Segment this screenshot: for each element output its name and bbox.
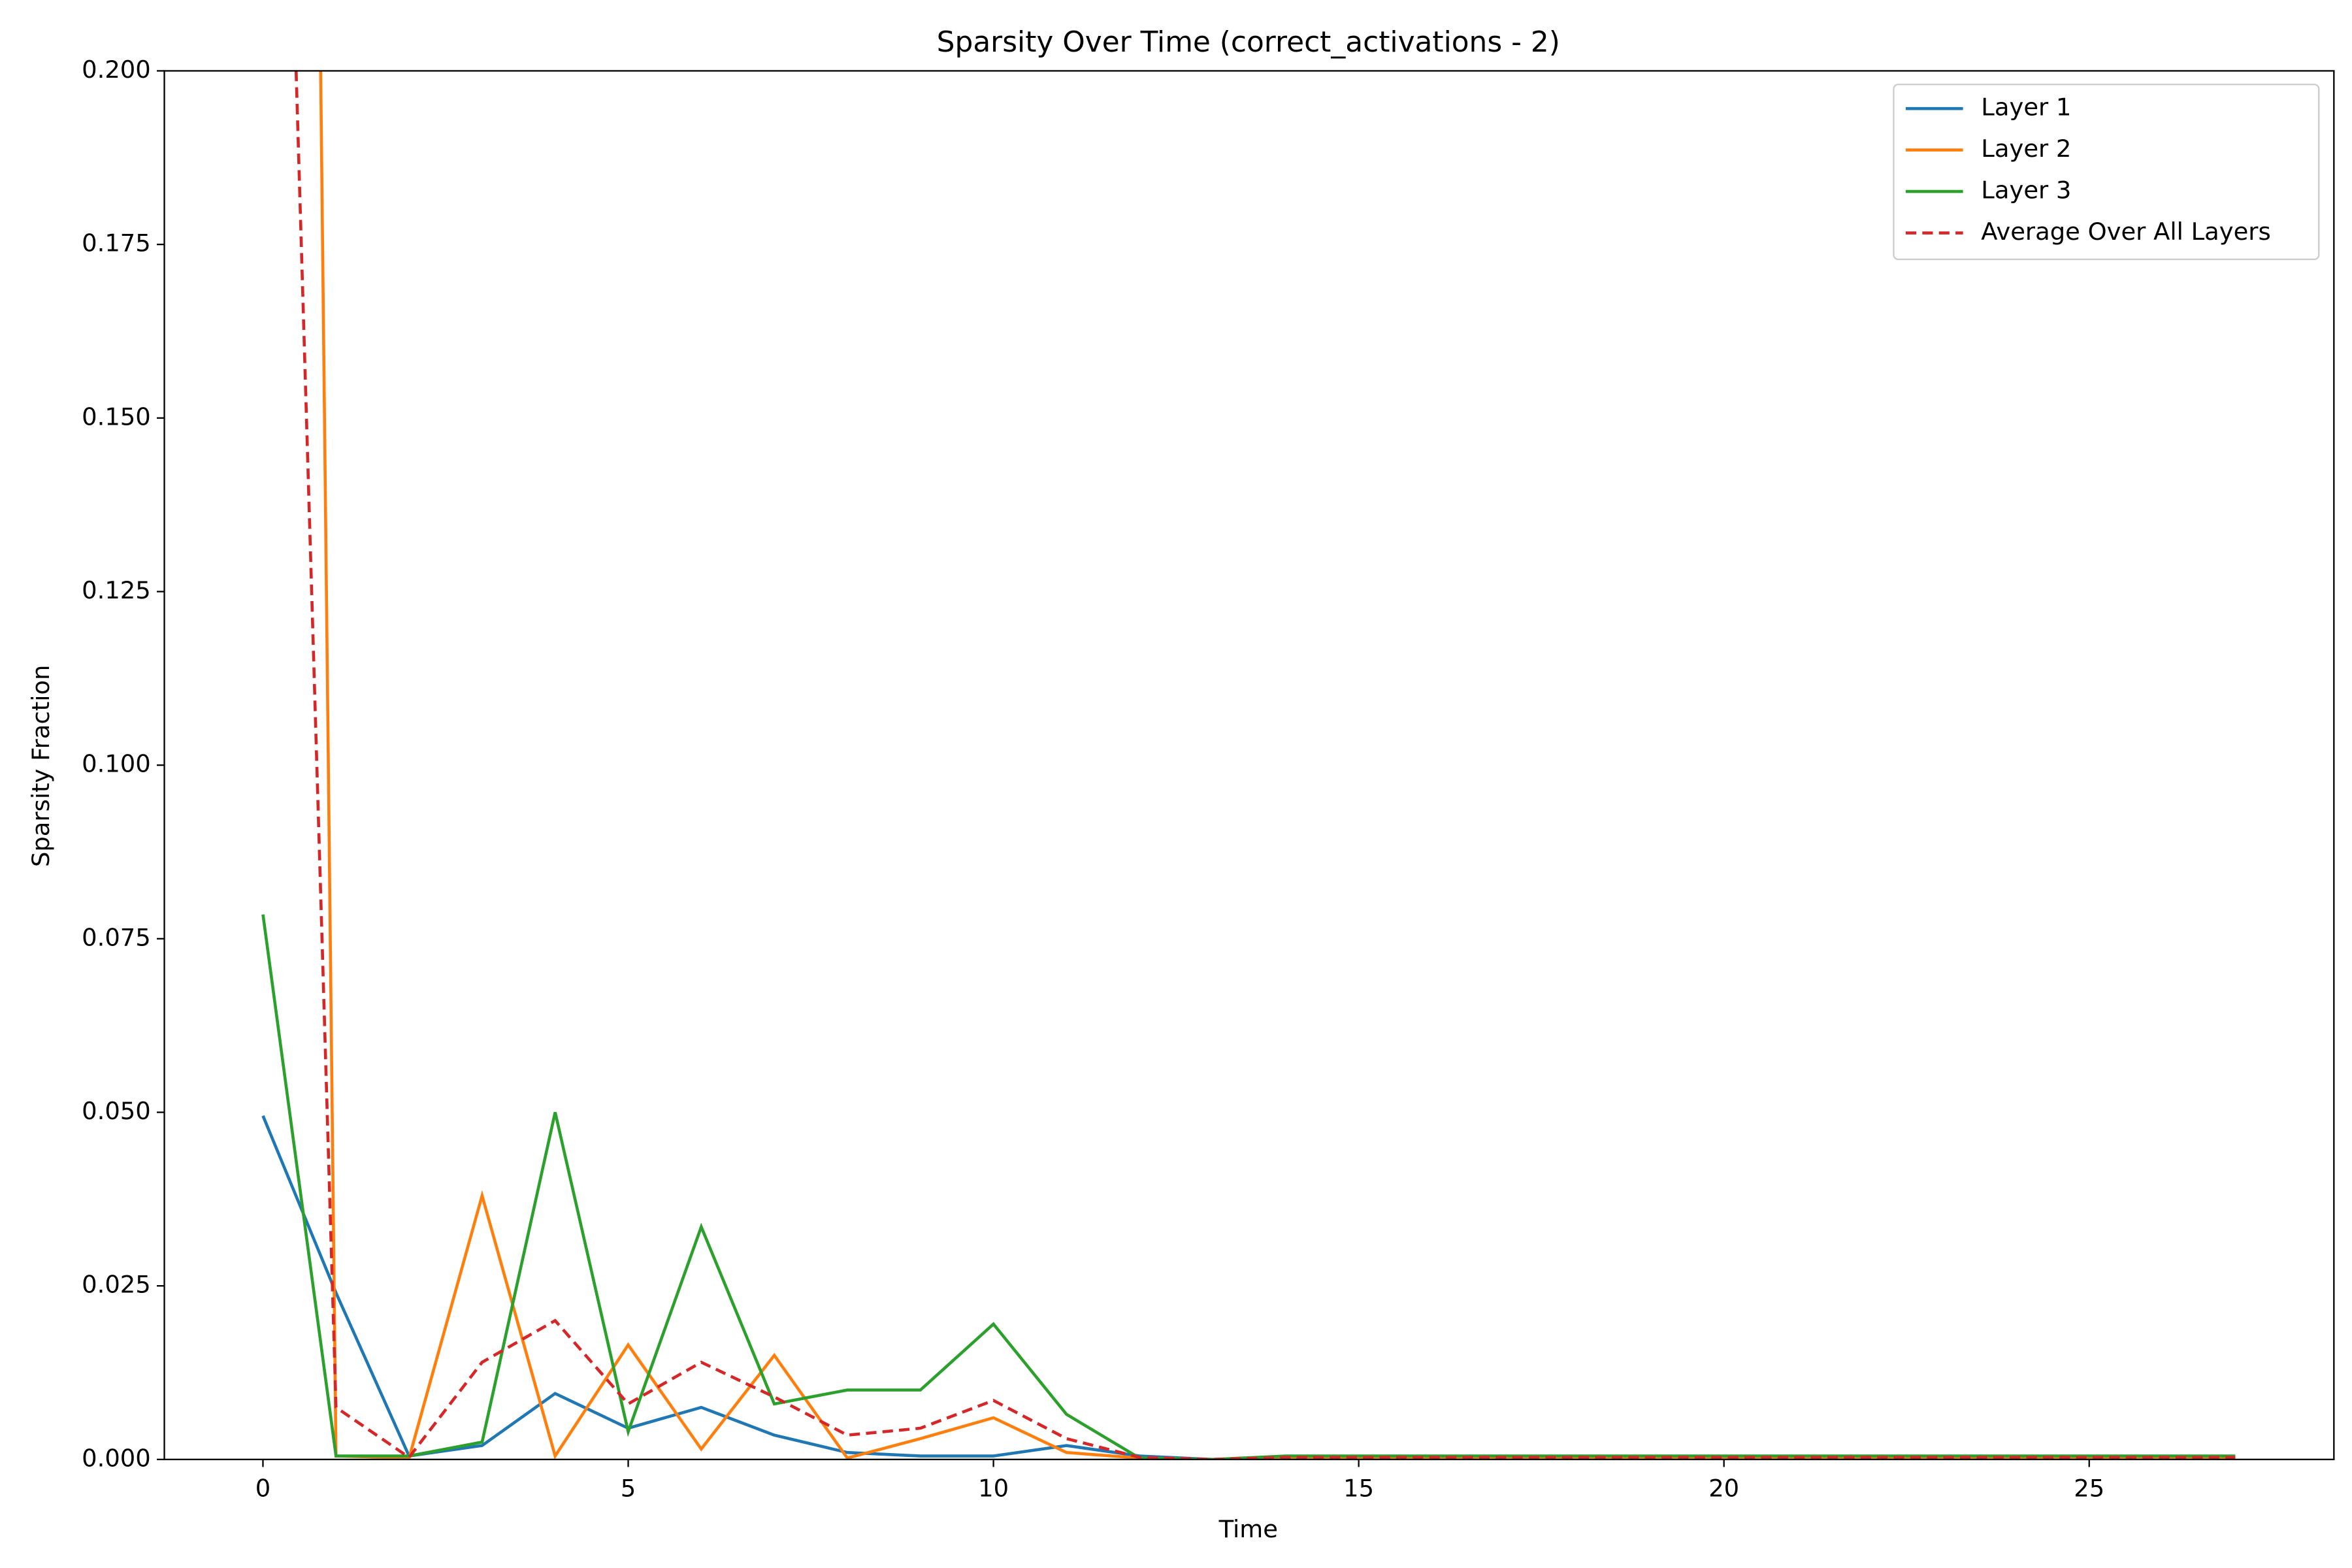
y-tick-label: 0.125 [82, 576, 151, 604]
y-tick-label: 0.150 [82, 402, 151, 431]
y-tick-label: 0.075 [82, 923, 151, 951]
y-tick-label: 0.100 [82, 750, 151, 778]
legend-label: Layer 2 [1981, 135, 2071, 163]
line-series [294, 71, 2236, 1460]
plot-frame [163, 70, 2335, 1460]
legend-box [1893, 84, 2320, 261]
legend-label: Layer 1 [1981, 93, 2071, 122]
y-tick-label: 0.050 [82, 1097, 151, 1125]
y-tick-label: 0.200 [82, 56, 151, 84]
x-tick-label: 15 [1343, 1475, 1374, 1503]
x-tick-label: 0 [255, 1475, 270, 1503]
y-axis-label: Sparsity Fraction [27, 665, 55, 868]
y-tick-label: 0.000 [82, 1444, 151, 1472]
x-tick-label: 10 [978, 1475, 1009, 1503]
legend-label: Average Over All Layers [1981, 218, 2270, 246]
x-axis-label: Time [1218, 1515, 1278, 1543]
x-tick-label: 20 [1708, 1475, 1739, 1503]
x-tick-label: 25 [2074, 1475, 2104, 1503]
y-tick-label: 0.025 [82, 1271, 151, 1299]
legend-label: Layer 3 [1981, 176, 2071, 204]
x-tick-label: 5 [621, 1475, 636, 1503]
y-tick-label: 0.175 [82, 229, 151, 257]
chart-title: Sparsity Over Time (correct_activations … [937, 25, 1560, 59]
